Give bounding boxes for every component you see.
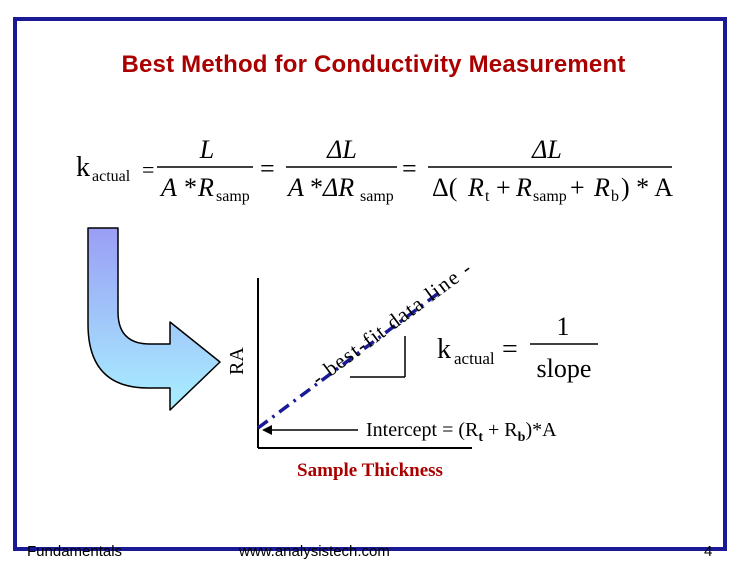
footer-left-label: Fundamentals (27, 543, 123, 560)
frac3-den-Rt: R (467, 173, 484, 202)
frac2-den-R-sub: samp (360, 188, 394, 205)
frac2-den-star: * (310, 173, 323, 202)
frac3-den-open: Δ( (432, 173, 457, 202)
conductivity-equation: k actual = L A * R samp = ΔL A * ΔR samp… (76, 135, 673, 205)
frac1-den-R-sub: samp (216, 188, 250, 205)
frac3-den-Rb: R (593, 173, 610, 202)
frac3-den-Rt-sub: t (485, 188, 490, 205)
intercept-label: Intercept = (Rt + Rb)*A (366, 419, 557, 445)
eq-equals-3: = (402, 154, 417, 183)
frac3-numerator: ΔL (531, 135, 562, 164)
slope-eq-k: k (437, 334, 451, 365)
intercept-arrowhead-icon (262, 425, 272, 435)
frac1-den-R: R (197, 173, 214, 202)
eq-equals-1: = (142, 157, 154, 182)
frac1-den-star: * (184, 173, 197, 202)
slope-equation: k actual = 1 slope (437, 312, 598, 383)
x-axis-label: Sample Thickness (297, 460, 443, 481)
frac3-den-Rb-sub: b (611, 188, 619, 205)
frac2-den-A: A (286, 173, 304, 202)
curved-down-arrow-icon (87, 227, 221, 411)
frac3-den-Rs: R (515, 173, 532, 202)
page-number: 4 (704, 543, 713, 560)
slide-frame (13, 17, 727, 551)
eq-k: k (76, 152, 90, 183)
frac1-den-A: A (159, 173, 177, 202)
frac2-numerator: ΔL (326, 135, 357, 164)
slope-eq-denominator: slope (537, 354, 592, 383)
eq-equals-2: = (260, 154, 275, 183)
slope-eq-numerator: 1 (557, 312, 570, 341)
slide-title: Best Method for Conductivity Measurement (121, 51, 626, 78)
slope-eq-equals: = (502, 334, 518, 365)
frac1-numerator: L (199, 135, 214, 164)
frac3-den-close: ) * A (621, 173, 673, 202)
frac3-den-plus-2: + (570, 173, 585, 202)
frac3-den-Rs-sub: samp (533, 188, 567, 205)
frac2-den-R: ΔR (322, 173, 354, 202)
frac3-den-plus-1: + (496, 173, 511, 202)
slope-eq-k-sub: actual (454, 349, 495, 368)
y-axis-label: RA (226, 347, 248, 375)
eq-k-sub: actual (92, 168, 131, 185)
footer-url: www.analysistech.com (239, 543, 390, 560)
best-fit-line (256, 290, 442, 430)
best-fit-line-label: - best-fit data line - (307, 255, 477, 390)
